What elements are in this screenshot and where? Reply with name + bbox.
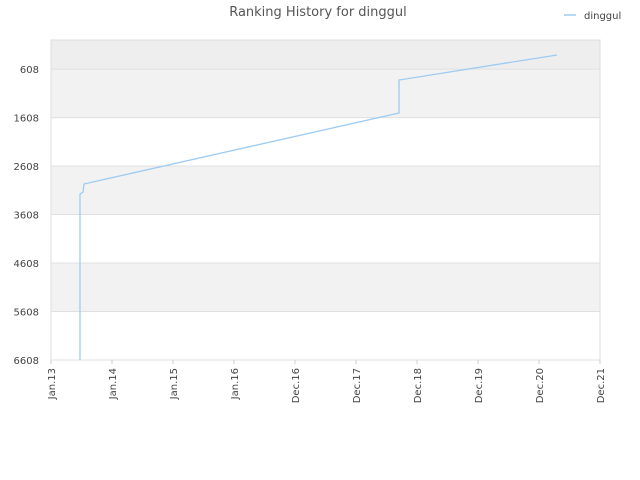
series-line	[79, 54, 558, 360]
y-tick-label: 608	[20, 65, 39, 76]
y-tick-label: 3608	[14, 211, 39, 222]
y-tick-label: 2608	[14, 162, 39, 173]
legend-label: dinggul	[584, 11, 621, 22]
x-tick-label: Dec.16	[291, 368, 302, 403]
x-tick-label: Jan.16	[230, 368, 241, 400]
y-tick-label: 4608	[14, 259, 39, 270]
plot-band	[51, 117, 600, 167]
plot-band	[51, 166, 600, 215]
plot-band	[51, 263, 600, 312]
x-tick-label: Dec.18	[413, 368, 424, 403]
x-tick-label: Jan.14	[108, 368, 119, 400]
x-tick-label: Dec.20	[535, 368, 546, 403]
x-tick-label: Dec.21	[596, 368, 607, 403]
chart-title: Ranking History for dinggul	[229, 5, 407, 20]
x-tick-label: Jan.15	[169, 368, 180, 400]
plot-band	[51, 69, 600, 118]
x-tick-label: Dec.19	[474, 368, 485, 403]
plot-band	[51, 214, 600, 264]
x-tick-label: Dec.17	[352, 368, 363, 403]
y-tick-label: 5608	[14, 308, 39, 319]
y-tick-label: 6608	[14, 356, 39, 367]
x-tick-label: Jan.13	[47, 368, 58, 400]
plot-band	[51, 311, 600, 360]
y-tick-label: 1608	[14, 114, 39, 125]
plot-band	[51, 40, 600, 70]
